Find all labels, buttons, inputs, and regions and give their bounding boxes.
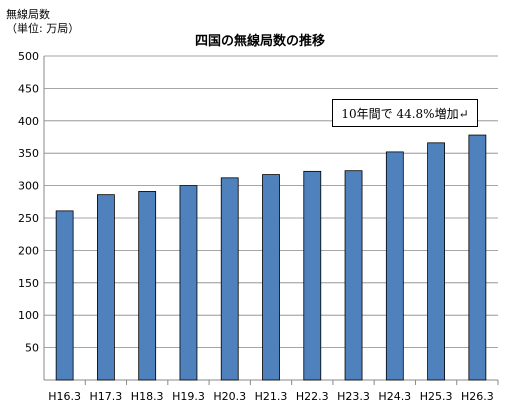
x-tick-label: H23.3	[337, 390, 370, 403]
y-axis-unit-label: 無線局数 （単位: 万局）	[6, 8, 79, 36]
annotation-callout: 10年間で 44.8%増加↵	[332, 99, 478, 127]
bar	[344, 170, 363, 381]
bar	[220, 177, 239, 381]
bar	[385, 151, 404, 381]
bar	[427, 142, 445, 381]
x-tick-label: H24.3	[378, 390, 411, 403]
x-tick-label: H26.3	[461, 390, 494, 403]
y-tick-label: 200	[18, 244, 39, 257]
x-tick-label: H18.3	[131, 390, 164, 403]
x-tick-label: H19.3	[172, 390, 205, 403]
y-axis-label-line-1: 無線局数	[6, 8, 50, 21]
x-tick-label: H17.3	[90, 390, 123, 403]
y-tick-label: 350	[18, 147, 39, 160]
bar	[262, 174, 280, 381]
y-tick-label: 250	[18, 212, 39, 225]
y-axis-label-line-2: （単位: 万局）	[6, 22, 80, 35]
y-tick-label: 400	[18, 115, 39, 128]
bar	[179, 185, 198, 381]
bar	[55, 210, 74, 381]
y-tick-label: 50	[25, 342, 39, 355]
bar	[303, 170, 322, 381]
y-tick-label: 450	[18, 82, 39, 95]
x-tick-label: H25.3	[420, 390, 453, 403]
y-tick-label: 300	[18, 180, 39, 193]
y-tick-label: 500	[18, 50, 39, 63]
x-tick-label: H21.3	[255, 390, 288, 403]
x-tick-label: H22.3	[296, 390, 329, 403]
x-tick-label: H16.3	[48, 390, 81, 403]
bar	[468, 134, 487, 381]
y-tick-label: 150	[18, 277, 39, 290]
bar	[138, 191, 157, 381]
bar	[97, 194, 115, 381]
x-tick-label: H20.3	[213, 390, 246, 403]
chart-title: 四国の無線局数の推移	[194, 34, 325, 49]
y-tick-label: 100	[18, 309, 39, 322]
